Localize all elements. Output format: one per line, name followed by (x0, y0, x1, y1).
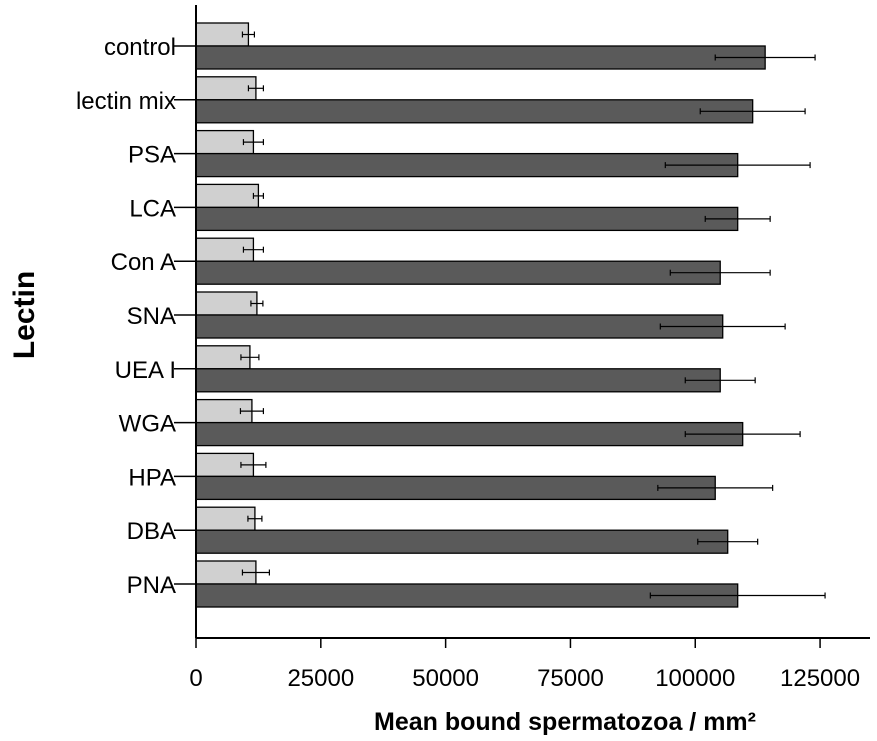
error-bar-psa-series-1 (242, 139, 264, 146)
error-bar-wga-series-1 (239, 408, 264, 415)
category-label-con-a: Con A (111, 249, 176, 276)
error-bar-wga-series-2 (684, 431, 801, 438)
bar-lectin-mix-series-1 (195, 76, 257, 101)
category-label-sna: SNA (127, 303, 176, 330)
bar-sna-series-2 (195, 314, 724, 339)
bar-lca-series-2 (195, 206, 739, 232)
error-bar-lca-series-2 (704, 215, 771, 222)
bar-hpa-series-2 (195, 475, 716, 501)
error-bar-uea-i-series-2 (684, 377, 756, 384)
error-bar-sna-series-1 (250, 300, 264, 307)
bar-con-a-series-2 (195, 260, 721, 285)
bar-wga-series-2 (195, 421, 744, 447)
x-axis-title: Mean bound spermatozoa / mm² (374, 708, 756, 736)
x-tick-label-125000: 125000 (780, 665, 860, 692)
error-bar-uea-i-series-1 (240, 354, 260, 361)
error-bar-pna-series-2 (649, 592, 826, 599)
bar-psa-series-2 (195, 152, 739, 178)
category-label-psa: PSA (128, 142, 176, 169)
category-label-lectin-mix: lectin mix (76, 88, 176, 115)
category-label-wga: WGA (119, 411, 176, 438)
error-bar-hpa-series-2 (657, 484, 774, 491)
error-bar-sna-series-2 (659, 323, 786, 330)
x-tick-label-0: 0 (189, 665, 202, 692)
x-tick-label-50000: 50000 (412, 665, 479, 692)
category-label-hpa: HPA (128, 464, 176, 491)
bar-sna-series-1 (195, 291, 258, 316)
x-tick-label-75000: 75000 (537, 665, 604, 692)
error-bar-lca-series-1 (252, 192, 264, 199)
error-bar-dba-series-2 (697, 538, 759, 545)
y-axis-title: Lectin (8, 271, 41, 359)
error-bar-lectin-mix-series-1 (247, 85, 264, 92)
bar-dba-series-2 (195, 529, 729, 554)
category-label-dba: DBA (127, 518, 176, 545)
bar-lectin-mix-series-2 (195, 99, 754, 124)
bar-control-series-2 (195, 45, 766, 70)
category-label-control: control (104, 34, 176, 61)
y-axis-categories: control lectin mix PSA LCA Con A SNA UEA I WGA H… (76, 34, 196, 599)
bar-dba-series-1 (195, 506, 256, 531)
error-bar-con-a-series-2 (669, 269, 771, 276)
bar-control-series-1 (195, 22, 250, 47)
bar-uea-i-series-2 (195, 368, 721, 393)
x-tick-label-25000: 25000 (287, 665, 354, 692)
error-bar-control-series-1 (241, 31, 256, 38)
error-bar-lectin-mix-series-2 (699, 108, 806, 115)
x-tick-label-100000: 100000 (655, 665, 735, 692)
error-bar-hpa-series-1 (240, 461, 267, 468)
category-label-uea-i: UEA I (115, 357, 176, 384)
bar-lca-series-1 (195, 183, 260, 209)
category-label-pna: PNA (127, 572, 176, 599)
x-axis-ticks: 0 25000 50000 75000 100000 125000 (189, 638, 860, 692)
error-bar-psa-series-2 (664, 162, 811, 169)
error-bar-dba-series-1 (247, 515, 263, 522)
error-bar-pna-series-1 (241, 569, 270, 576)
error-bar-con-a-series-1 (242, 246, 264, 253)
plot-area (195, 22, 826, 608)
category-label-lca: LCA (129, 195, 176, 222)
error-bar-control-series-2 (714, 54, 816, 61)
